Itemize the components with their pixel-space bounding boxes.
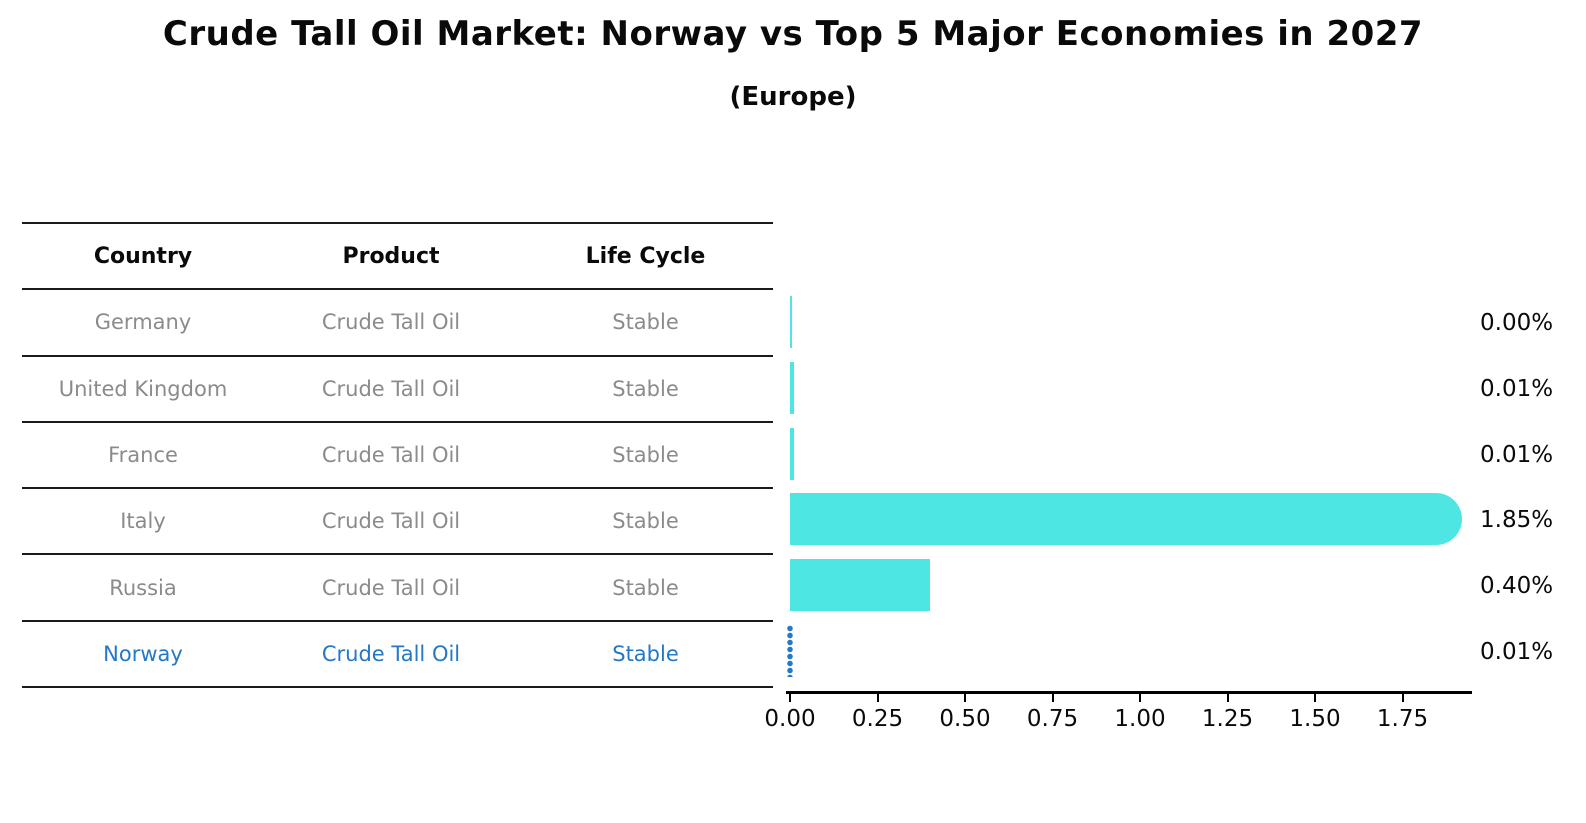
bar-france xyxy=(790,427,794,480)
cell-country: United Kingdom xyxy=(58,376,228,401)
bar-united-kingdom xyxy=(790,361,794,414)
cell-product: Crude Tall Oil xyxy=(321,310,461,335)
country-table: Country Product Life Cycle Germany Crude … xyxy=(22,222,773,688)
cell-product: Crude Tall Oil xyxy=(321,442,461,467)
cell-country: Norway xyxy=(103,641,183,666)
bar-russia xyxy=(790,559,930,612)
x-tick-label: 0.75 xyxy=(1026,706,1079,732)
bar-value-label: 0.01% xyxy=(1480,375,1554,402)
bar-norway xyxy=(787,625,793,677)
cell-country: France xyxy=(108,442,178,467)
col-header-product: Product xyxy=(342,243,440,269)
table-header-row: Country Product Life Cycle xyxy=(22,224,773,291)
bar-value-label: 0.01% xyxy=(1480,639,1554,665)
x-tick-label: 1.50 xyxy=(1289,706,1341,732)
cell-country: Russia xyxy=(109,575,177,600)
x-tick-mark xyxy=(1051,693,1054,702)
cell-life-cycle: Stable xyxy=(612,376,679,401)
cell-life-cycle: Stable xyxy=(612,310,679,335)
table-row: Norway Crude Tall Oil Stable xyxy=(22,622,773,688)
chart-title: Crude Tall Oil Market: Norway vs Top 5 M… xyxy=(162,14,1424,54)
table-row: Germany Crude Tall Oil Stable xyxy=(22,290,773,357)
x-tick-label: 0.25 xyxy=(851,706,904,732)
bar-value-label: 0.00% xyxy=(1480,310,1554,336)
cell-life-cycle: Stable xyxy=(612,575,679,600)
x-tick-label: 1.00 xyxy=(1114,706,1166,732)
x-tick-mark xyxy=(1226,693,1229,702)
x-tick-mark xyxy=(1139,693,1141,702)
x-axis-line xyxy=(786,691,1472,694)
x-tick-label: 1.25 xyxy=(1201,706,1254,732)
chart-subtitle: (Europe) xyxy=(729,82,857,112)
cell-country: Italy xyxy=(120,509,166,534)
x-tick-mark xyxy=(964,693,966,702)
x-tick-mark xyxy=(1401,693,1404,702)
table-row: United Kingdom Crude Tall Oil Stable xyxy=(22,357,773,423)
bar-value-label: 1.85% xyxy=(1480,507,1554,534)
cell-product: Crude Tall Oil xyxy=(321,575,461,600)
col-header-country: Country xyxy=(93,243,193,269)
x-tick-mark xyxy=(1314,693,1316,702)
x-tick-label: 1.75 xyxy=(1376,706,1429,732)
bar-value-label: 0.01% xyxy=(1480,441,1554,468)
col-header-life-cycle: Life Cycle xyxy=(585,243,706,269)
cell-product: Crude Tall Oil xyxy=(321,641,461,666)
bar-value-label: 0.40% xyxy=(1480,573,1554,600)
x-tick-mark xyxy=(789,693,791,702)
x-tick-label: 0.50 xyxy=(939,706,991,732)
x-tick-label: 0.00 xyxy=(764,706,816,732)
table-row: Russia Crude Tall Oil Stable xyxy=(22,555,773,622)
cell-life-cycle: Stable xyxy=(612,442,679,467)
table-row: France Crude Tall Oil Stable xyxy=(22,423,773,490)
x-tick-mark xyxy=(876,693,879,702)
bar-germany xyxy=(790,296,792,348)
bar-italy xyxy=(790,493,1462,546)
cell-country: Germany xyxy=(94,310,192,335)
table-row: Italy Crude Tall Oil Stable xyxy=(22,489,773,556)
cell-life-cycle: Stable xyxy=(612,641,679,666)
cell-product: Crude Tall Oil xyxy=(321,376,461,401)
cell-product: Crude Tall Oil xyxy=(321,509,461,534)
cell-life-cycle: Stable xyxy=(612,509,679,534)
